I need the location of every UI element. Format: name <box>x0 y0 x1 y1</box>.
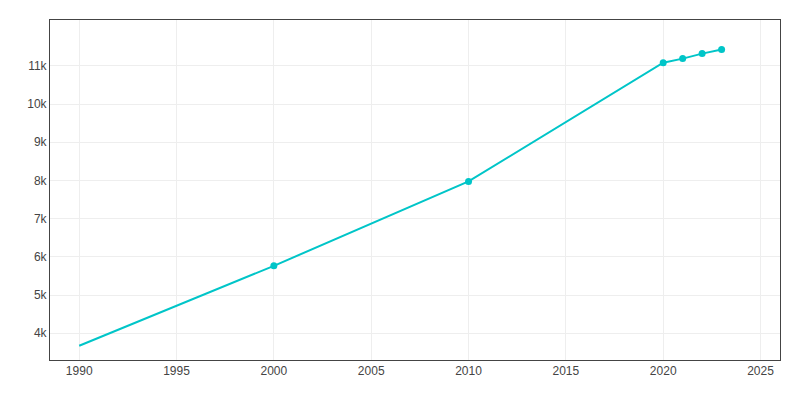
svg-text:9k: 9k <box>34 135 48 149</box>
svg-text:7k: 7k <box>34 212 48 226</box>
svg-text:11k: 11k <box>28 59 47 73</box>
svg-text:2025: 2025 <box>747 364 774 378</box>
svg-text:8k: 8k <box>34 174 48 188</box>
svg-text:6k: 6k <box>34 250 48 264</box>
svg-text:1995: 1995 <box>163 364 190 378</box>
svg-text:2020: 2020 <box>650 364 677 378</box>
svg-text:2005: 2005 <box>358 364 385 378</box>
svg-text:2015: 2015 <box>553 364 580 378</box>
svg-text:4k: 4k <box>34 326 48 340</box>
svg-text:2000: 2000 <box>261 364 288 378</box>
svg-text:1990: 1990 <box>66 364 93 378</box>
svg-text:5k: 5k <box>34 288 48 302</box>
svg-text:10k: 10k <box>27 97 47 111</box>
svg-text:2010: 2010 <box>455 364 482 378</box>
